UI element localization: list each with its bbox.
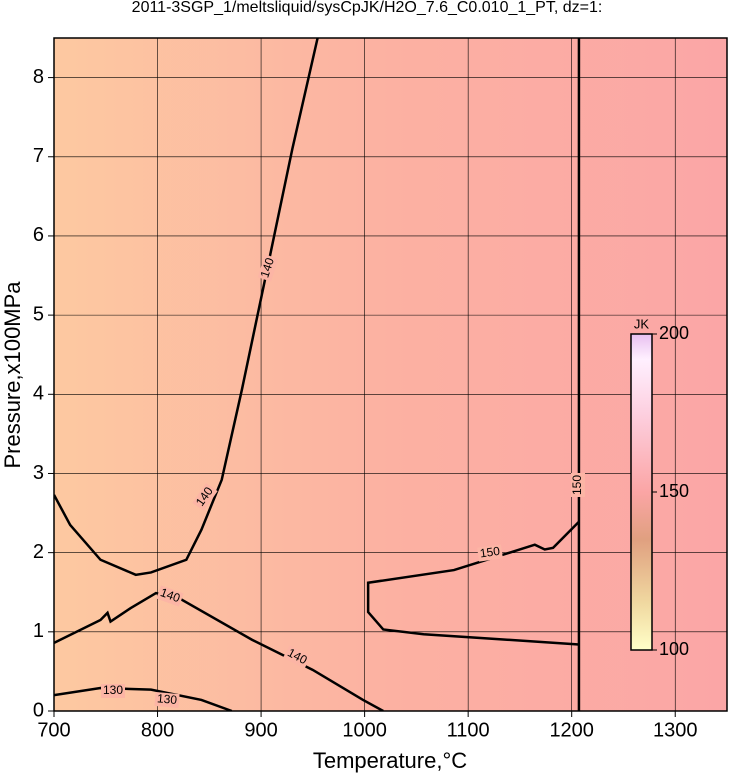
colorbar [630, 333, 653, 651]
overlay: 700 800 900 1000 1100 1200 1300 0 1 2 3 4 5 6 7 8 JK 100 1… [33, 37, 728, 741]
contour-label: 150 [479, 544, 501, 561]
x-tick-label: 1100 [447, 719, 490, 741]
colorbar-label: JK [634, 316, 650, 331]
y-tick-label: 2 [33, 541, 44, 563]
y-tick-label: 4 [33, 383, 44, 405]
plot-frame [53, 37, 728, 712]
y-axis-label: Pressure,x100MPa [0, 281, 25, 469]
x-axis-label: Temperature,°C [313, 748, 467, 773]
contour-label: 140 [158, 585, 182, 605]
x-tick-label: 900 [244, 719, 277, 741]
x-tick-label: 800 [141, 719, 174, 741]
contour-label-bg [101, 684, 125, 698]
y-tick-label: 7 [33, 145, 44, 167]
y-tick-label: 5 [33, 303, 44, 325]
contour-label-bg [571, 473, 585, 497]
x-tick-label: 1300 [653, 719, 698, 741]
background-field [54, 38, 727, 711]
y-tick-label: 3 [33, 462, 44, 484]
contour-label-bg [156, 585, 184, 607]
contour-label-bg [257, 254, 279, 282]
colorbar-tick-label: 150 [659, 481, 689, 501]
contour-label-bg [192, 483, 218, 511]
y-tick-label: 0 [33, 699, 44, 721]
contour-label: 150 [570, 475, 584, 495]
x-tick-label: 700 [37, 719, 70, 741]
x-tick-label: 1200 [549, 719, 594, 741]
y-tick-label: 8 [33, 66, 44, 88]
contour-label-bg [283, 645, 311, 669]
chart-title: 2011-3SGP_1/meltsliquid/sysCpJK/H2O_7.6_… [132, 0, 603, 16]
colorbar-tick-label: 200 [659, 323, 689, 343]
colorbar-tick-label: 100 [659, 639, 689, 659]
contour-label: 130 [156, 691, 177, 707]
contour-label: 130 [103, 683, 123, 697]
contour-line [54, 591, 384, 711]
contour-label-bg [154, 691, 180, 709]
contour-label-bg [477, 544, 503, 562]
y-tick-label: 6 [33, 224, 44, 246]
contour-line [54, 686, 233, 711]
contour-line [366, 520, 580, 646]
y-tick-label: 1 [33, 620, 44, 642]
contour-line [54, 38, 319, 577]
contour-label: 140 [257, 256, 277, 280]
x-tick-label: 1000 [342, 719, 387, 741]
